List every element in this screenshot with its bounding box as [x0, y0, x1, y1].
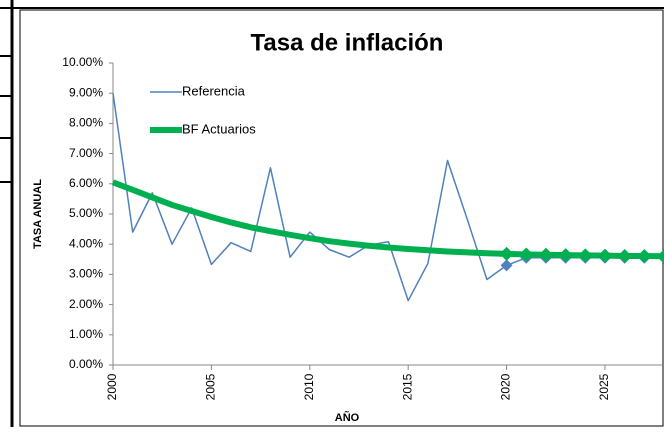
marker — [538, 247, 553, 262]
y-tick-label: 0.00% — [69, 357, 103, 371]
y-tick-label: 1.00% — [69, 327, 103, 341]
y-tick-label: 8.00% — [69, 116, 103, 130]
y-tick-label: 6.00% — [69, 176, 103, 190]
y-axis-label: TASA ANUAL — [32, 179, 44, 249]
marker — [597, 248, 612, 263]
y-tick-label: 3.00% — [69, 267, 103, 281]
marker — [558, 248, 573, 263]
legend-label: BF Actuarios — [182, 121, 256, 136]
x-tick-label: 2015 — [400, 373, 414, 400]
marker — [617, 248, 632, 263]
x-tick-label: 2000 — [105, 373, 119, 400]
marker — [500, 259, 513, 272]
y-tick-label: 10.00% — [62, 55, 103, 69]
x-tick-label: 2020 — [499, 373, 513, 400]
y-tick-label: 2.00% — [69, 297, 103, 311]
x-tick-label: 2025 — [597, 373, 611, 400]
x-tick-label: 2010 — [302, 373, 316, 400]
legend-label: Referencia — [182, 83, 246, 98]
marker — [657, 249, 664, 264]
marker — [578, 248, 593, 263]
marker — [637, 248, 652, 263]
y-tick-label: 9.00% — [69, 85, 103, 99]
y-tick-label: 4.00% — [69, 236, 103, 250]
chart-title: Tasa de inflación — [251, 29, 444, 56]
marker — [499, 246, 514, 261]
y-tick-label: 5.00% — [69, 206, 103, 220]
x-tick-label: 2005 — [204, 373, 218, 400]
x-axis-label: AÑO — [335, 411, 360, 424]
marker — [519, 247, 534, 262]
y-tick-label: 7.00% — [69, 146, 103, 160]
